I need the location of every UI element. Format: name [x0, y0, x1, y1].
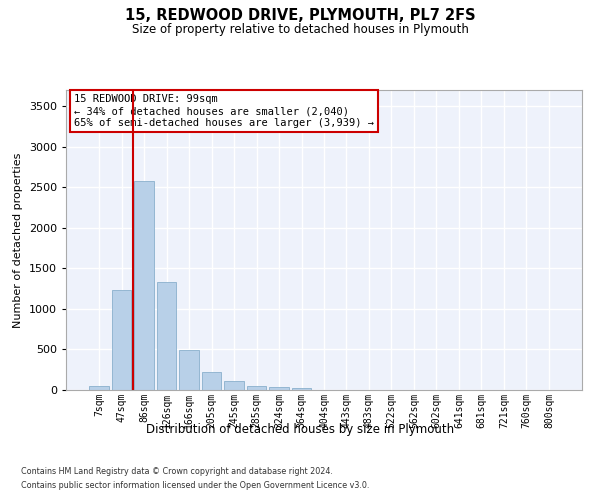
Y-axis label: Number of detached properties: Number of detached properties	[13, 152, 23, 328]
Bar	[112, 290, 131, 390]
Bar	[89, 386, 109, 390]
Bar	[292, 388, 311, 390]
Bar	[247, 386, 266, 390]
Text: Distribution of detached houses by size in Plymouth: Distribution of detached houses by size …	[146, 422, 454, 436]
Text: 15, REDWOOD DRIVE, PLYMOUTH, PL7 2FS: 15, REDWOOD DRIVE, PLYMOUTH, PL7 2FS	[125, 8, 475, 22]
Bar	[224, 380, 244, 390]
Bar	[269, 387, 289, 390]
Text: Contains public sector information licensed under the Open Government Licence v3: Contains public sector information licen…	[21, 481, 370, 490]
Bar	[134, 181, 154, 390]
Bar	[202, 372, 221, 390]
Text: 15 REDWOOD DRIVE: 99sqm
← 34% of detached houses are smaller (2,040)
65% of semi: 15 REDWOOD DRIVE: 99sqm ← 34% of detache…	[74, 94, 374, 128]
Text: Size of property relative to detached houses in Plymouth: Size of property relative to detached ho…	[131, 22, 469, 36]
Bar	[157, 282, 176, 390]
Bar	[179, 350, 199, 390]
Text: Contains HM Land Registry data © Crown copyright and database right 2024.: Contains HM Land Registry data © Crown c…	[21, 467, 333, 476]
